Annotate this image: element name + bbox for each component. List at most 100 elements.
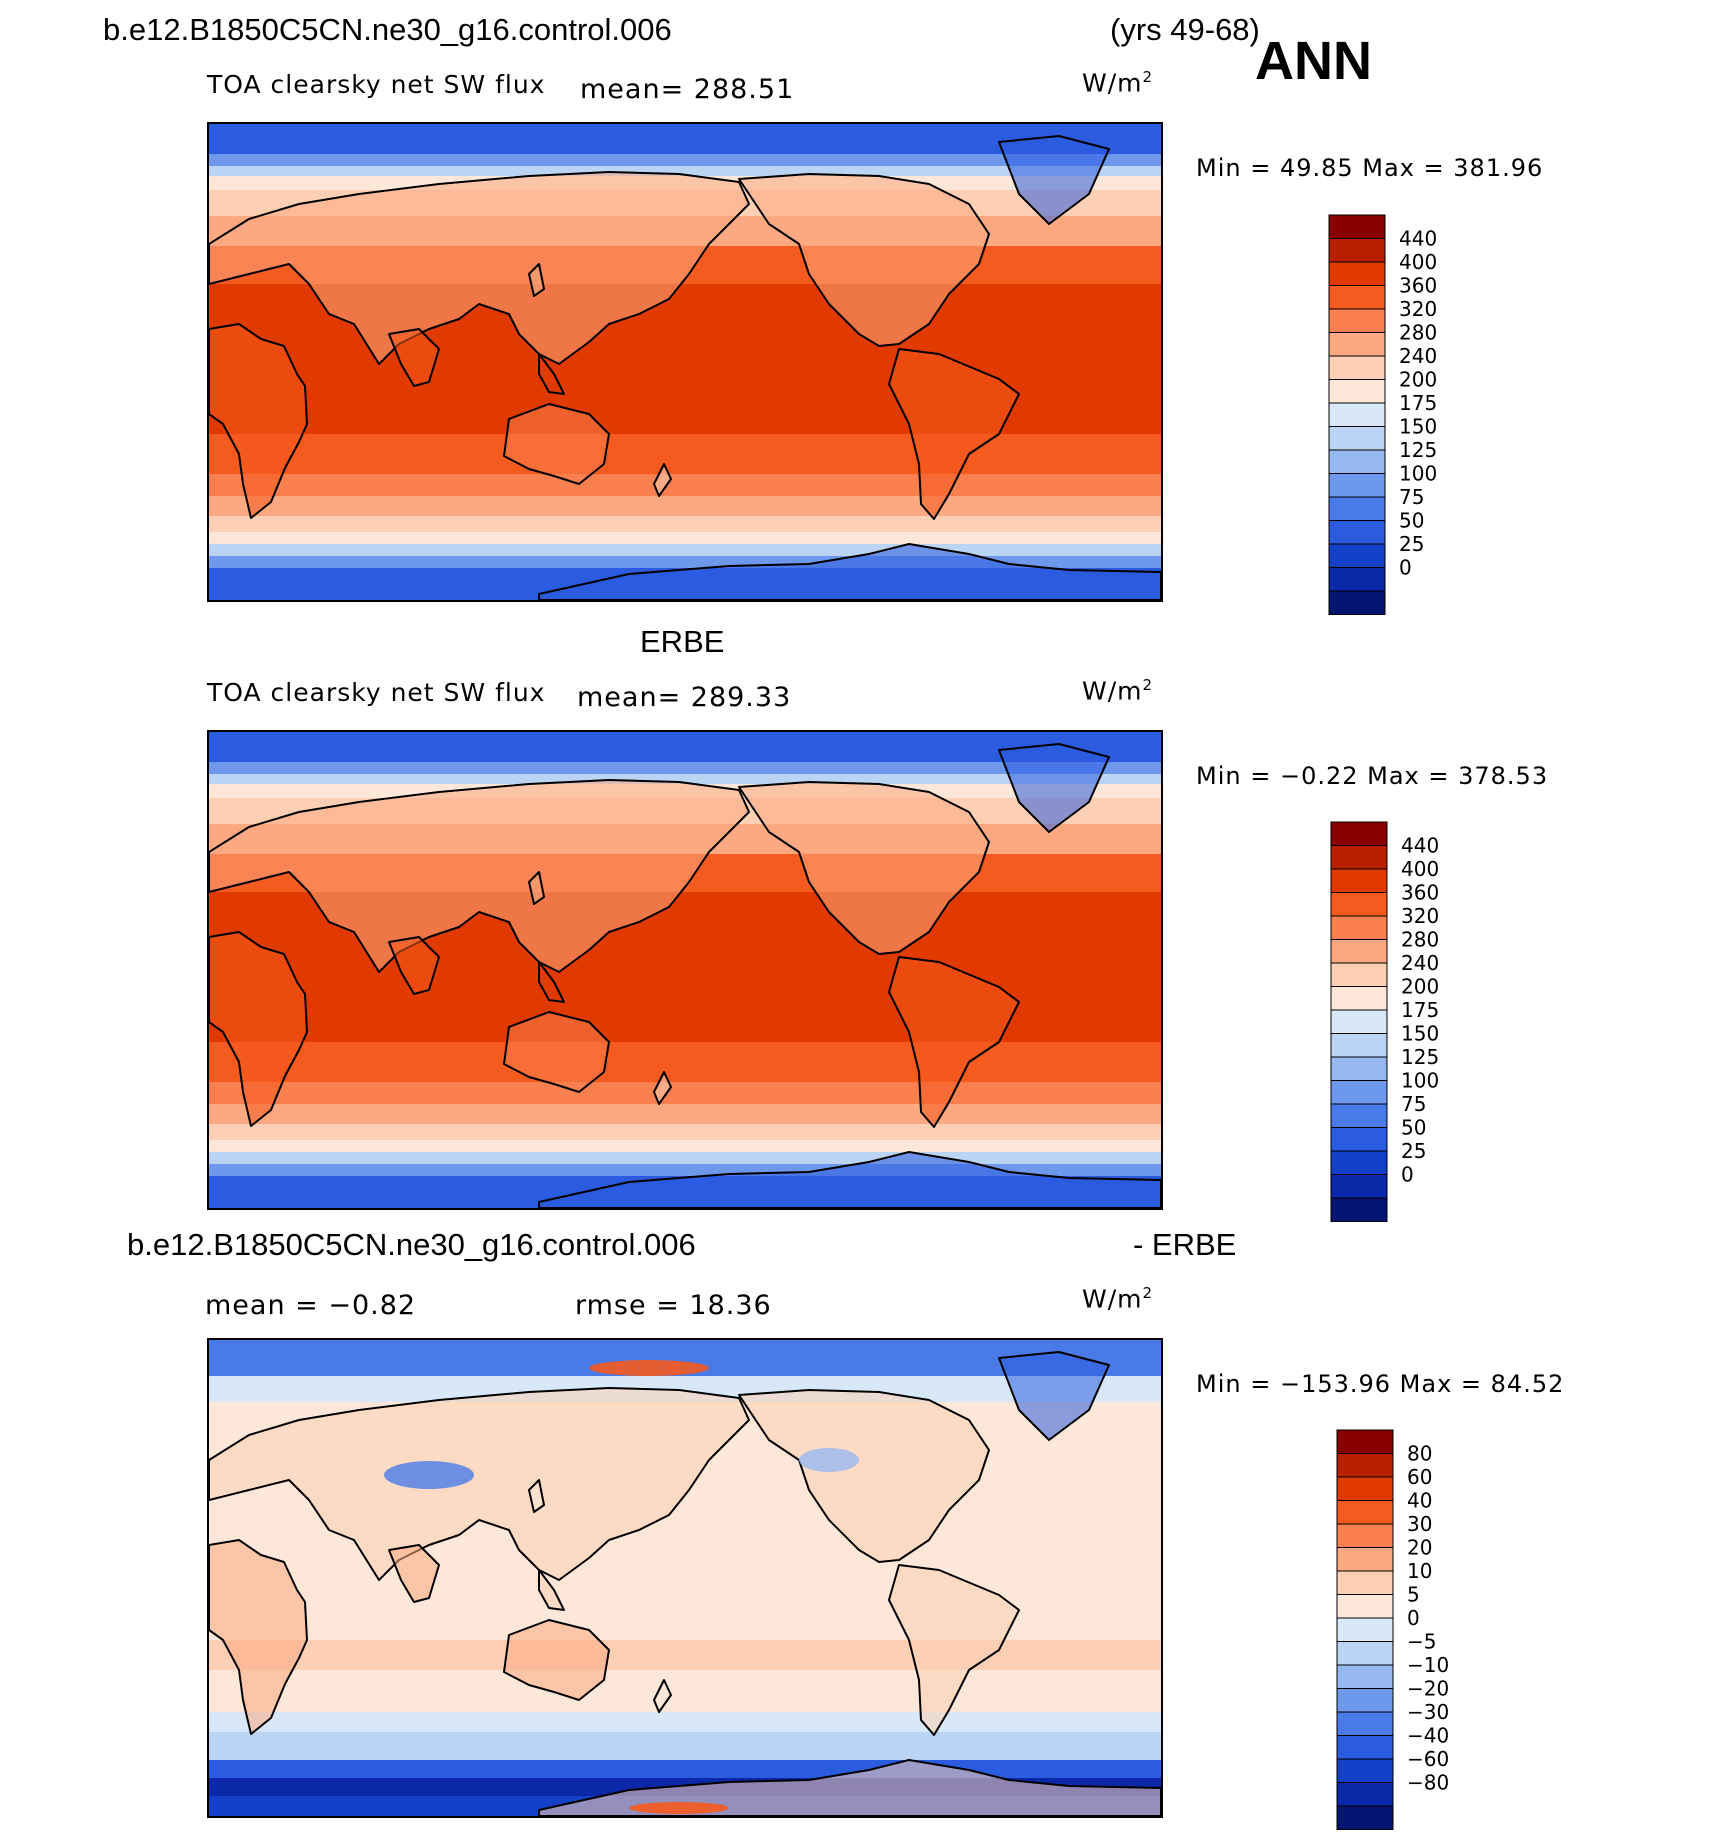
panel2-map-svg (209, 732, 1161, 1208)
coastline-africa (209, 931, 308, 1127)
colorbar-swatch (1330, 1103, 1388, 1128)
colorbar-swatch (1336, 1429, 1394, 1454)
coastline-antarctica (538, 543, 1161, 600)
colorbar-tick-label: 360 (1399, 274, 1437, 298)
colorbar-tick-label: 10 (1407, 1559, 1432, 1583)
colorbar-swatch (1330, 821, 1388, 846)
colorbar-swatch (1328, 590, 1386, 615)
colorbar-tick-label: 25 (1401, 1139, 1426, 1163)
panel3-rmse: rmse = 18.36 (575, 1290, 772, 1321)
latitude-band (209, 1640, 1161, 1670)
panel2-colorbar: 440 400 360 320 280 240 200 175 150 125 100 75 50 25 0 (1330, 821, 1461, 1222)
coastline-japan (528, 1479, 545, 1513)
coastline-africa (209, 323, 308, 519)
colorbar-swatch (1336, 1758, 1394, 1783)
colorbar-tick-label: 320 (1401, 904, 1439, 928)
coastline-australia (503, 1619, 610, 1701)
colorbar-tick-label: 175 (1401, 998, 1439, 1022)
latitude-band (209, 474, 1161, 496)
panel3-mean: mean = −0.82 (205, 1290, 417, 1321)
latitude-band (209, 774, 1161, 784)
colorbar-swatch (1328, 543, 1386, 568)
coastline-samerica (888, 1564, 1020, 1736)
colorbar-tick-label: 280 (1399, 321, 1437, 345)
colorbar-swatch (1328, 238, 1386, 263)
colorbar-swatch (1328, 214, 1386, 239)
colorbar-swatch (1336, 1664, 1394, 1689)
colorbar-tick-label: 25 (1399, 532, 1424, 556)
latitude-band (209, 1104, 1161, 1124)
latitude-band (209, 1670, 1161, 1712)
colorbar-tick-label: −20 (1407, 1677, 1449, 1701)
colorbar-swatch (1328, 520, 1386, 545)
coastline-nz (653, 463, 672, 497)
latitude-band (209, 762, 1161, 774)
land-layer (209, 1351, 1161, 1816)
years-label: (yrs 49-68) (1110, 12, 1260, 47)
colorbar-swatch (1328, 402, 1386, 427)
colorbar-tick-label: 200 (1401, 975, 1439, 999)
colorbar-swatch (1330, 1033, 1388, 1058)
land-layer (209, 135, 1161, 600)
panel3-minmax: Min = −153.96 Max = 84.52 (1196, 1370, 1565, 1398)
colorbar-tick-label: −80 (1407, 1771, 1449, 1795)
latitude-band (209, 1042, 1161, 1082)
colorbar-tick-label: 30 (1407, 1512, 1432, 1536)
colorbar-tick-label: 150 (1399, 415, 1437, 439)
coastline-australia (503, 403, 610, 485)
panel3-map (207, 1338, 1163, 1818)
coastline-india (388, 1544, 440, 1603)
panel1-map (207, 122, 1163, 602)
colorbar-swatch (1328, 449, 1386, 474)
colorbar-tick-label: −40 (1407, 1724, 1449, 1748)
colorbar-tick-label: 60 (1407, 1465, 1432, 1489)
land-layer (209, 743, 1161, 1208)
colorbar-tick-label: 200 (1399, 368, 1437, 392)
latitude-band (209, 496, 1161, 516)
colorbar-swatch (1336, 1711, 1394, 1736)
colorbar-swatch (1330, 939, 1388, 964)
colorbar-tick-label: 75 (1401, 1092, 1426, 1116)
panel3-title: b.e12.B1850C5CN.ne30_g16.control.006 (127, 1227, 696, 1262)
coastline-namerica (738, 781, 990, 955)
colorbar-tick-label: 125 (1401, 1045, 1439, 1069)
coastline-antarctica (538, 1759, 1161, 1816)
panel3-colorbar: 80 60 40 30 20 10 5 0 −5 −10 −20 −30 −40 −60 −80 (1336, 1429, 1467, 1830)
colorbar-swatch (1330, 1174, 1388, 1199)
colorbar-tick-label: 100 (1401, 1069, 1439, 1093)
panel2-map (207, 730, 1163, 1210)
coastline-india (388, 328, 440, 387)
latitude-band (209, 434, 1161, 474)
panel2-mean: mean= 289.33 (577, 682, 792, 713)
colorbar-tick-label: 0 (1407, 1606, 1420, 1630)
coastline-nz (653, 1071, 672, 1105)
coastline-australia (503, 1011, 610, 1093)
colorbar-swatch (1328, 473, 1386, 498)
colorbar-swatch (1328, 379, 1386, 404)
coastline-eurasia (209, 1387, 750, 1581)
coastline-eurasia (209, 171, 750, 365)
season-label: ANN (1255, 31, 1372, 91)
coastline-africa (209, 1539, 308, 1735)
coastline-eurasia (209, 779, 750, 973)
panel1-mean: mean= 288.51 (580, 74, 795, 105)
colorbar-tick-label: 80 (1407, 1442, 1432, 1466)
coastline-namerica (738, 173, 990, 347)
latitude-band (209, 1760, 1161, 1778)
latitude-band (209, 1732, 1161, 1760)
colorbar-tick-label: 125 (1399, 438, 1437, 462)
panel1-variable: TOA clearsky net SW flux (207, 70, 546, 99)
coastline-india (388, 936, 440, 995)
colorbar-swatch (1330, 986, 1388, 1011)
colorbar-swatch (1336, 1476, 1394, 1501)
latitude-band (209, 166, 1161, 176)
latitude-band (209, 544, 1161, 556)
coastline-japan (528, 871, 545, 905)
colorbar-swatch (1336, 1547, 1394, 1572)
colorbar-swatch (1336, 1523, 1394, 1548)
panel3-title-right: - ERBE (1133, 1227, 1237, 1262)
coastline-greenland (998, 743, 1110, 833)
latitude-band (209, 1140, 1161, 1152)
